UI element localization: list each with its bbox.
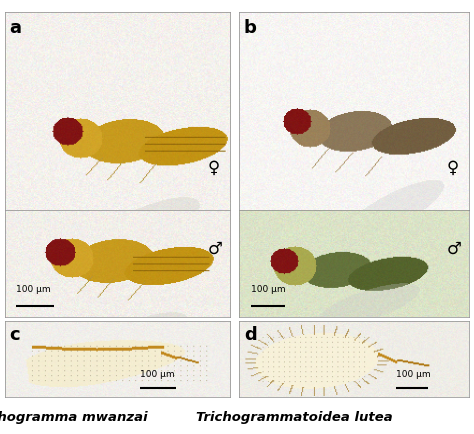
Text: ♂: ♂: [446, 239, 461, 256]
Text: 100 μm: 100 μm: [16, 284, 51, 293]
Text: ♀: ♀: [446, 158, 458, 176]
Text: 100 μm: 100 μm: [251, 284, 285, 293]
Text: Trichogramma mwanzai: Trichogramma mwanzai: [0, 410, 147, 423]
Text: b: b: [244, 19, 257, 37]
Text: ♂: ♂: [207, 239, 222, 256]
Text: c: c: [9, 325, 20, 343]
Text: ♀: ♀: [207, 158, 219, 176]
Text: a: a: [9, 19, 21, 37]
Text: 100 μm: 100 μm: [396, 369, 430, 378]
Text: d: d: [244, 325, 257, 343]
Text: 100 μm: 100 μm: [140, 369, 174, 378]
Text: Trichogrammatoidea lutea: Trichogrammatoidea lutea: [195, 410, 392, 423]
